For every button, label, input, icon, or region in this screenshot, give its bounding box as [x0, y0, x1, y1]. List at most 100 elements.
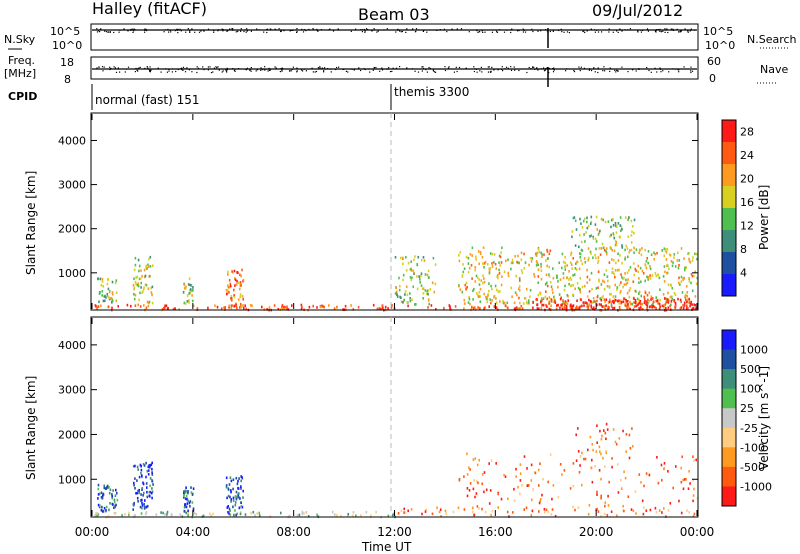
trace-dot [421, 70, 423, 72]
range-gate-cell [472, 298, 474, 301]
range-gate-cell [693, 303, 695, 306]
range-gate-cell [397, 512, 400, 515]
trace-dot [315, 70, 318, 73]
trace-dot [274, 28, 276, 30]
trace-dot [590, 28, 592, 30]
range-gate-cell [570, 278, 573, 281]
range-gate-cell [415, 303, 417, 306]
trace-dot [629, 28, 631, 30]
trace-dot [115, 71, 118, 73]
range-gate-cell [498, 272, 501, 275]
range-gate-cell [594, 223, 597, 226]
range-gate-cell [650, 295, 653, 298]
range-gate-cell [545, 508, 548, 512]
range-gate-cell [245, 307, 247, 311]
range-gate-cell [223, 306, 225, 309]
trace-dot [536, 67, 538, 69]
range-gate-cell [629, 300, 631, 304]
range-gate-cell [632, 280, 635, 283]
range-gate-cell [420, 258, 423, 262]
range-gate-cell [335, 513, 338, 517]
range-gate-cell [148, 257, 150, 261]
range-gate-cell [132, 503, 135, 506]
range-gate-cell [665, 298, 668, 302]
range-gate-cell [537, 268, 540, 271]
range-gate-cell [409, 299, 412, 303]
range-gate-cell [592, 448, 594, 452]
range-gate-cell [535, 264, 538, 267]
range-gate-cell [277, 307, 279, 311]
range-gate-cell [323, 305, 325, 309]
range-gate-cell [555, 307, 558, 311]
range-gate-cell [164, 304, 166, 308]
range-gate-cell [692, 515, 695, 518]
range-gate-cell [550, 304, 552, 307]
range-gate-cell [151, 487, 153, 490]
range-gate-cell [538, 484, 540, 487]
range-gate-cell [616, 225, 618, 228]
range-gate-cell [431, 512, 434, 516]
range-gate-cell [266, 308, 268, 311]
power-colorbar-label: Power [dB] [757, 185, 771, 250]
range-gate-cell [621, 246, 623, 249]
range-gate-cell [110, 296, 112, 300]
range-gate-cell [136, 496, 139, 500]
range-gate-cell [273, 304, 276, 307]
range-gate-cell [126, 303, 129, 307]
range-gate-cell [614, 269, 617, 272]
range-gate-cell [532, 488, 534, 491]
range-gate-cell [420, 284, 423, 287]
range-gate-cell [406, 301, 408, 304]
range-gate-cell [96, 307, 98, 311]
range-gate-cell [542, 297, 545, 300]
range-gate-cell [537, 275, 540, 278]
range-gate-cell [597, 510, 600, 513]
trace-dot [191, 28, 193, 30]
range-gate-cell [147, 469, 150, 472]
range-gate-cell [150, 291, 153, 294]
range-gate-cell [540, 262, 542, 266]
colorbar-tick-label: 28 [740, 126, 754, 139]
range-gate-cell [571, 230, 574, 233]
range-gate-cell [192, 299, 194, 303]
range-gate-cell [551, 497, 553, 501]
range-gate-cell [564, 256, 566, 259]
range-gate-cell [669, 502, 672, 505]
range-gate-cell [612, 300, 614, 303]
range-gate-cell [396, 290, 398, 294]
trace-dot [465, 67, 467, 69]
range-gate-cell [231, 304, 233, 307]
trace-dot [289, 70, 291, 72]
trace-dot [381, 69, 384, 71]
range-gate-cell [463, 298, 466, 302]
range-gate-cell [598, 280, 600, 283]
range-gate-cell [140, 499, 142, 502]
range-gate-cell [141, 501, 143, 505]
range-gate-cell [244, 304, 246, 307]
range-gate-cell [667, 306, 670, 310]
range-gate-cell [537, 293, 540, 297]
range-gate-cell [286, 305, 288, 309]
range-gate-cell [644, 299, 646, 303]
trace-dot [609, 67, 611, 69]
range-gate-cell [579, 233, 581, 237]
range-gate-cell [214, 304, 216, 307]
range-gate-cell [594, 465, 596, 468]
range-gate-cell [680, 306, 683, 309]
trace-dot [268, 69, 270, 71]
range-gate-cell [398, 276, 400, 280]
trace-dot [157, 67, 159, 69]
range-gate-cell [627, 278, 629, 281]
range-gate-cell [689, 304, 691, 308]
range-gate-cell [151, 496, 153, 500]
range-gate-cell [558, 293, 561, 296]
range-gate-cell [613, 272, 615, 276]
range-gate-cell [471, 246, 474, 250]
range-gate-cell [628, 295, 631, 299]
range-gate-cell [536, 298, 539, 302]
range-gate-cell [400, 296, 402, 299]
trace-dot [444, 66, 446, 68]
range-gate-cell [570, 263, 573, 266]
range-gate-cell [478, 307, 481, 310]
range-gate-cell [402, 256, 404, 260]
